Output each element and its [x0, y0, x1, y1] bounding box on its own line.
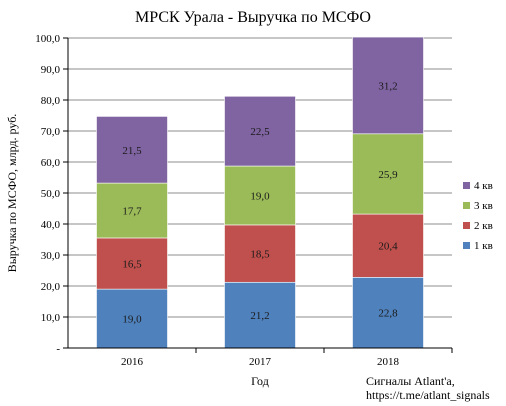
x-tick-label: 2017 — [249, 356, 272, 368]
bar-2017-2-кв — [224, 224, 296, 283]
legend-swatch — [463, 182, 470, 189]
data-label: 17,7 — [122, 206, 142, 218]
data-label: 22,5 — [250, 126, 270, 138]
bar-2018-1-кв — [352, 277, 424, 349]
bar-2016-4-кв — [96, 116, 168, 184]
legend-swatch — [463, 202, 470, 209]
data-label: 21,5 — [122, 145, 142, 157]
bar-2018-2-кв — [352, 213, 424, 278]
y-tick-label: 90,0 — [41, 64, 61, 76]
x-tick-label: 2018 — [377, 356, 400, 368]
y-axis-title: Выручка по МСФО, млрд. руб. — [5, 114, 19, 273]
legend-label: 2 кв — [474, 220, 493, 232]
bar-2018-3-кв — [352, 133, 424, 215]
data-label: 31,2 — [378, 80, 397, 92]
y-tick-label: 100,0 — [35, 33, 60, 45]
data-label: 19,0 — [122, 314, 142, 326]
bar-2017-1-кв — [224, 281, 296, 349]
bar-2017-4-кв — [224, 95, 296, 167]
y-tick-label: 20,0 — [41, 281, 61, 293]
y-tick-label: - — [56, 343, 60, 355]
y-tick-labels: - 10,0 20,0 30,0 40,0 50,0 60,0 70,0 80,0 90,0 100… — [35, 33, 60, 355]
bars — [96, 36, 424, 349]
chart-title: МРСК Урала - Выручка по МСФО — [135, 9, 371, 26]
legend: 4 кв 3 кв 2 кв 1 кв — [463, 180, 493, 252]
bar-2016-3-кв — [96, 182, 168, 239]
data-label: 21,2 — [250, 310, 269, 322]
y-tick-label: 10,0 — [41, 312, 61, 324]
data-label: 25,9 — [378, 169, 398, 181]
y-tick-label: 30,0 — [41, 250, 61, 262]
bar-2017-3-кв — [224, 165, 296, 226]
x-axis-title: Год — [251, 374, 269, 388]
data-label: 20,4 — [378, 241, 398, 253]
data-label: 16,5 — [122, 259, 142, 271]
bar-2018-4-кв — [352, 36, 424, 135]
y-tick-label: 80,0 — [41, 95, 61, 107]
x-tick-label: 2016 — [121, 356, 144, 368]
data-label: 18,5 — [250, 249, 270, 261]
axes — [63, 37, 453, 353]
data-labels: 19,0 16,5 17,7 21,5 21,2 18,5 19,0 22,5 22,8 20,4… — [122, 80, 398, 325]
x-tick-labels: 2016 2017 2018 — [121, 356, 400, 368]
legend-swatch — [463, 222, 470, 229]
y-tick-label: 40,0 — [41, 219, 61, 231]
legend-label: 4 кв — [474, 180, 493, 192]
y-tick-label: 50,0 — [41, 188, 61, 200]
legend-label: 3 кв — [474, 200, 493, 212]
legend-swatch — [463, 242, 470, 249]
y-tick-label: 60,0 — [41, 157, 61, 169]
bar-2016-2-кв — [96, 237, 168, 290]
y-tick-label: 70,0 — [41, 126, 61, 138]
data-label: 19,0 — [250, 190, 270, 202]
data-label: 22,8 — [378, 308, 398, 320]
source-line-2: https://t.me/atlant_signals — [366, 388, 490, 402]
legend-label: 1 кв — [474, 240, 493, 252]
source-line-1: Сигналы Atlant'a, — [366, 374, 455, 388]
